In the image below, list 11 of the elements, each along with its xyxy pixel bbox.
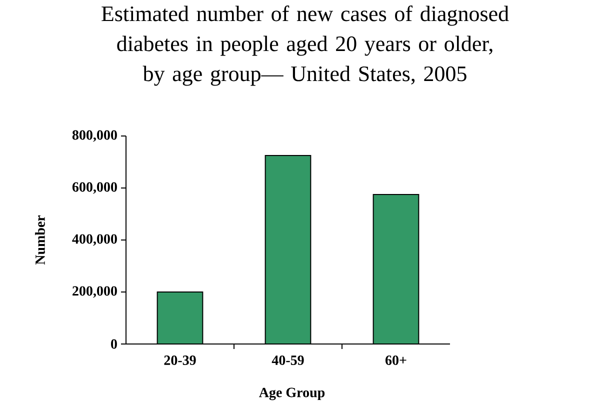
- x-tick-label: 60+: [385, 356, 406, 365]
- y-axis-title: Number: [35, 215, 45, 265]
- x-tick-label: 40-59: [272, 356, 304, 365]
- y-tick-label: 400,000: [72, 234, 117, 246]
- y-tick-label: 200,000: [72, 286, 117, 298]
- y-tick-label: 600,000: [72, 182, 117, 194]
- x-axis-title: Age Group: [259, 388, 325, 400]
- y-tick-label: 0: [111, 339, 117, 349]
- x-tick-label: 20-39: [164, 356, 196, 365]
- y-tick-label: 800,000: [72, 130, 117, 142]
- chart-title: Estimated number of new cases of diagnosed diabetes in people aged 20 years or older, by age group— United States, 2005: [102, 6, 509, 86]
